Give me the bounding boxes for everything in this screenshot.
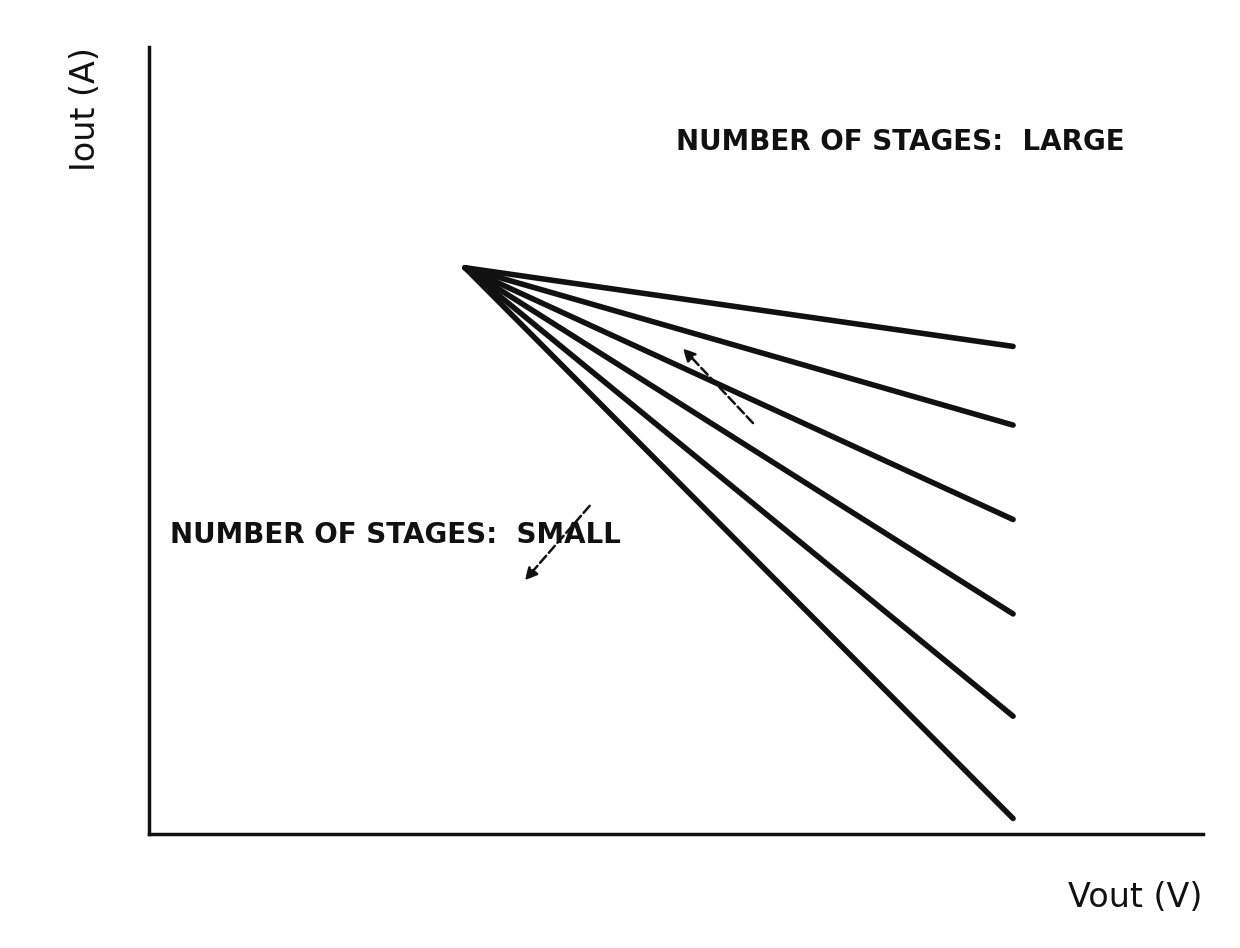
Text: Iout (A): Iout (A)	[69, 47, 102, 172]
Text: NUMBER OF STAGES:  LARGE: NUMBER OF STAGES: LARGE	[676, 128, 1125, 155]
Text: NUMBER OF STAGES:  SMALL: NUMBER OF STAGES: SMALL	[170, 521, 621, 549]
Text: Vout (V): Vout (V)	[1069, 882, 1203, 915]
